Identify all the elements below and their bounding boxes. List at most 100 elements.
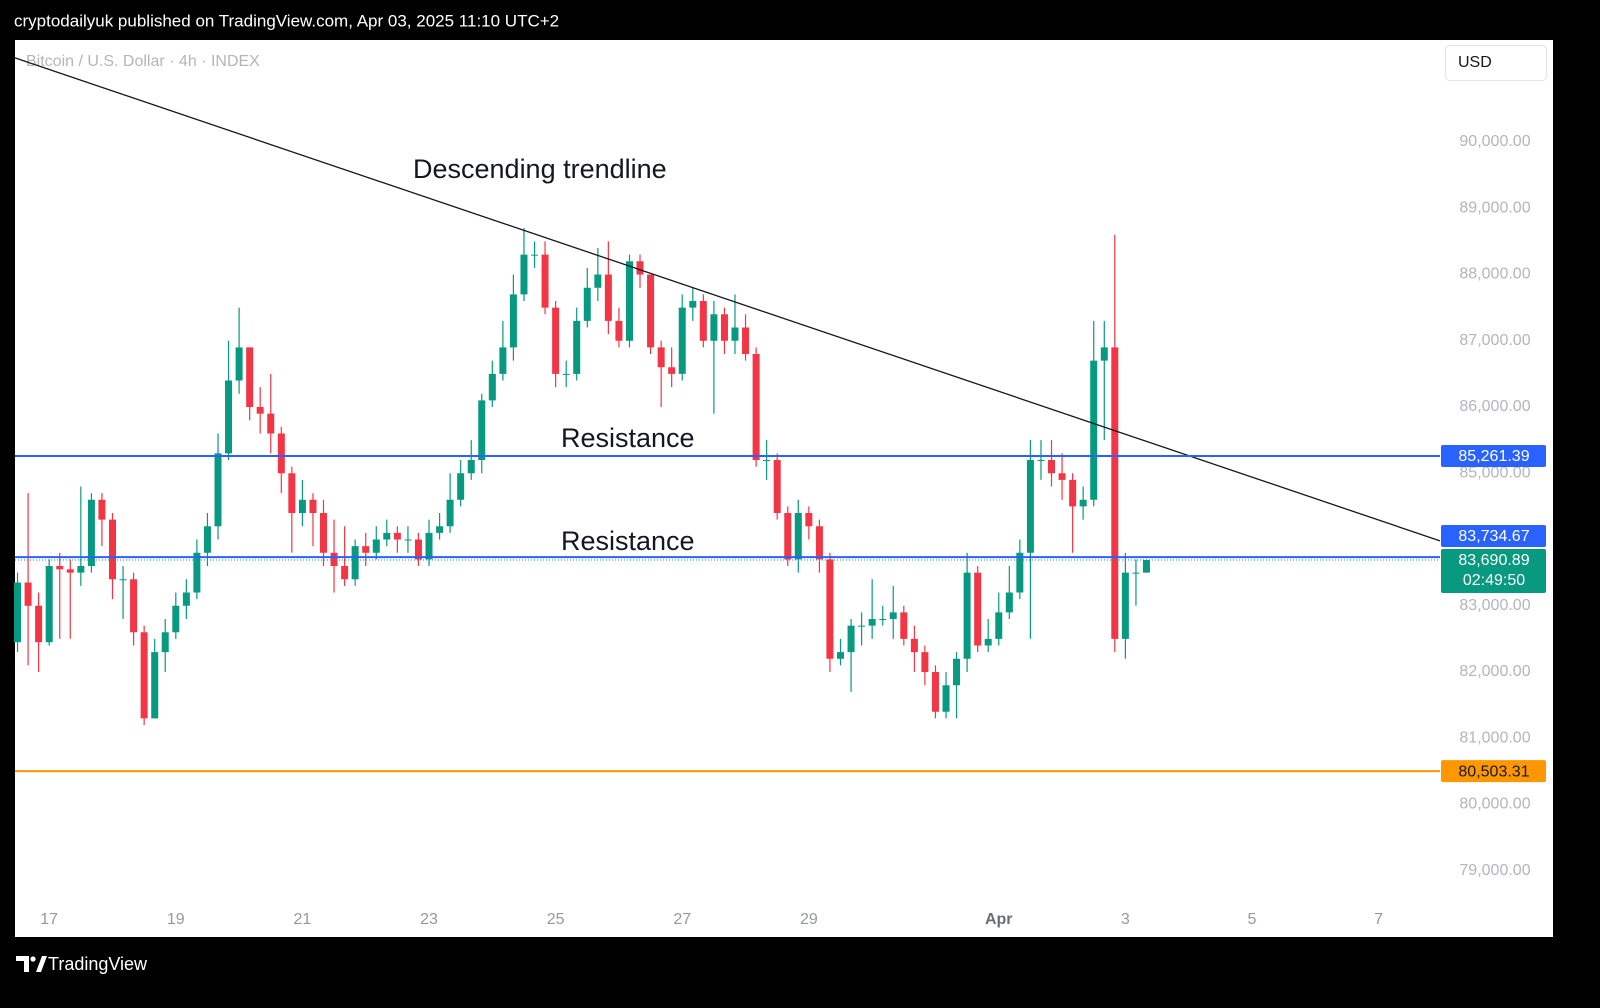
candle-body [626, 261, 634, 341]
candle-body [140, 632, 148, 719]
candle-body [66, 569, 74, 573]
candle-body [836, 652, 844, 659]
chart-panel [15, 40, 1553, 937]
y-tick-label: 90,000.00 [1459, 133, 1530, 150]
candle-body [277, 433, 285, 474]
candle-body [531, 254, 539, 256]
candle-body [699, 301, 707, 341]
candle-body [1142, 559, 1150, 573]
candle-body [1058, 473, 1066, 480]
candle-body [446, 499, 454, 527]
candle-body [119, 579, 127, 581]
last-price-label: 83,690.89 [1458, 552, 1529, 569]
level-label: 83,734.67 [1458, 528, 1529, 545]
brand-logo [16, 956, 47, 972]
candle-body [815, 526, 823, 560]
candle-body [953, 658, 961, 686]
candle-body [763, 460, 771, 462]
candle-body [393, 532, 401, 540]
y-tick-label: 89,000.00 [1459, 199, 1530, 216]
candle-body [647, 274, 655, 348]
y-tick-label: 80,000.00 [1459, 796, 1530, 813]
candle-body [636, 261, 644, 275]
candle-body [1090, 360, 1098, 500]
y-tick-label: 86,000.00 [1459, 398, 1530, 415]
candle-body [214, 453, 222, 527]
candle-body [594, 274, 602, 288]
candle-body [868, 619, 876, 626]
candle-body [615, 320, 623, 341]
candle-body [657, 347, 665, 368]
candle-body [457, 473, 465, 500]
candle-body [414, 539, 422, 560]
candle-body [984, 638, 992, 646]
candle-body [963, 572, 971, 659]
currency[interactable]: USD [1458, 54, 1492, 71]
candle-body [879, 619, 887, 621]
candle-body [1016, 552, 1024, 593]
candle-body [826, 559, 834, 659]
candle-body [246, 347, 254, 408]
candle-body [87, 499, 95, 567]
candle-body [288, 473, 296, 514]
candle-body [488, 373, 496, 401]
candle-body [1005, 592, 1013, 613]
candle-body [583, 287, 591, 321]
candle-body [689, 301, 697, 308]
candle-body [35, 605, 43, 643]
candle-body [1047, 460, 1055, 474]
candle-body [974, 572, 982, 646]
candle-body [710, 314, 718, 341]
annotation: Resistance [561, 423, 695, 453]
candle-body [298, 499, 306, 514]
candle-body [784, 513, 792, 560]
currency-button[interactable] [1445, 45, 1547, 81]
y-tick-label: 87,000.00 [1459, 332, 1530, 349]
candle-body [108, 519, 116, 580]
candle-body [1121, 572, 1129, 639]
candle-body [151, 652, 159, 719]
level-label-box [1441, 760, 1546, 783]
candle-body [98, 499, 106, 520]
candle-body [14, 582, 22, 643]
candle-body [172, 605, 180, 633]
candle-body [921, 652, 929, 673]
candle-body [900, 612, 908, 639]
candle-body [45, 566, 53, 643]
candle-body [436, 526, 444, 533]
x-tick-label: 7 [1374, 911, 1383, 928]
candle-body [130, 579, 138, 633]
y-tick-label: 83,000.00 [1459, 597, 1530, 614]
candle-body [889, 612, 897, 620]
candle-body [931, 672, 939, 712]
candle-body [330, 552, 338, 567]
candle-body [467, 460, 475, 474]
x-tick-label: 5 [1248, 911, 1257, 928]
candle-body [752, 354, 760, 461]
y-tick-label: 88,000.00 [1459, 266, 1530, 283]
level-label-box [1441, 444, 1546, 467]
y-tick-label: 85,000.00 [1459, 464, 1530, 481]
candle-body [56, 566, 64, 570]
y-tick-label: 82,000.00 [1459, 663, 1530, 680]
y-tick-label: 79,000.00 [1459, 862, 1530, 879]
candle-body [1026, 460, 1034, 553]
candle-body [562, 373, 570, 375]
y-tick-label: 81,000.00 [1459, 729, 1530, 746]
annotation: Resistance [561, 526, 695, 556]
candle-body [77, 566, 85, 573]
candle-body [731, 327, 739, 341]
candle-body [720, 314, 728, 341]
logo-part [36, 956, 47, 972]
candle-body [1079, 499, 1087, 507]
x-tick-label: 17 [40, 911, 58, 928]
candle-body [351, 546, 359, 580]
candle-body [235, 347, 243, 381]
candle-body [942, 685, 950, 712]
brand: TradingView [48, 954, 148, 974]
x-tick-label: 23 [420, 911, 438, 928]
candle-body [203, 526, 211, 553]
symbol: Bitcoin / U.S. Dollar · 4h · INDEX [26, 53, 260, 70]
candle-body [309, 499, 317, 514]
